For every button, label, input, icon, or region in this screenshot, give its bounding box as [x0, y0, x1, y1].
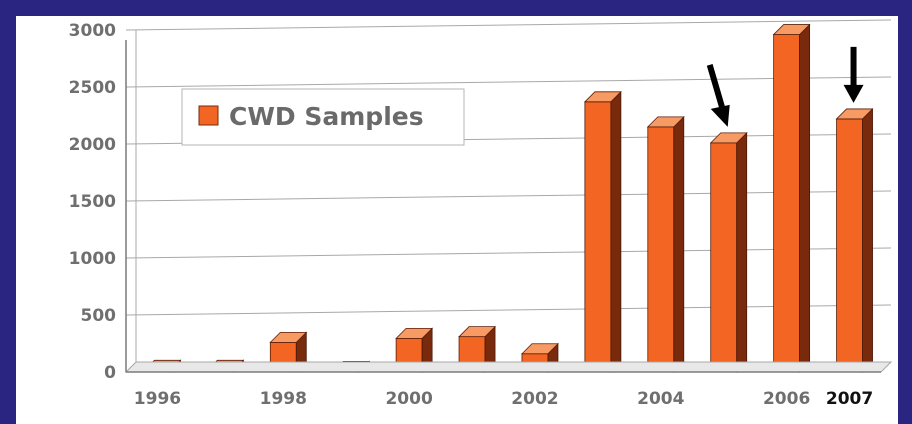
bar-2006 — [772, 23, 811, 373]
legend: CWD Samples — [181, 88, 465, 146]
y-tick-label: 2000 — [69, 135, 116, 155]
y-tick-label: 1500 — [69, 192, 116, 212]
annotations — [706, 46, 864, 127]
floor — [124, 361, 893, 373]
grid-line — [125, 19, 892, 31]
bars — [143, 23, 874, 373]
y-tick-label: 1000 — [69, 249, 116, 269]
x-tick-label: 1996 — [134, 389, 181, 409]
axes — [124, 30, 893, 373]
x-axis-ticks: 1996 1998 2000 2002 2004 2006 2007 — [134, 389, 873, 409]
x-tick-label: 2004 — [637, 389, 684, 409]
x-tick-label: 2006 — [763, 389, 810, 409]
x-tick-label: 2000 — [385, 389, 432, 409]
grid-line — [125, 247, 892, 259]
bar-2005 — [709, 131, 748, 373]
y-tick-label: 3000 — [69, 21, 116, 41]
grid-line — [125, 304, 892, 316]
bar-2003 — [583, 90, 622, 373]
y-tick-label: 0 — [104, 363, 116, 383]
chart-panel: 0 500 1000 1500 2000 2500 3000 1996 1998 2000 200… — [16, 16, 898, 424]
x-tick-label: 1998 — [260, 389, 307, 409]
y-tick-label: 500 — [81, 306, 117, 326]
legend-swatch — [198, 105, 219, 126]
bar-chart: 0 500 1000 1500 2000 2500 3000 1996 1998 2000 200… — [69, 19, 893, 409]
y-axis-ticks: 0 500 1000 1500 2000 2500 3000 — [69, 21, 116, 383]
x-tick-label: 2007 — [826, 389, 873, 409]
grid-line — [125, 76, 892, 88]
bar-2004 — [646, 115, 685, 373]
legend-label: CWD Samples — [229, 102, 424, 131]
legend-box — [181, 88, 465, 146]
bar-2007 — [835, 107, 874, 373]
y-tick-label: 2500 — [69, 78, 116, 98]
x-tick-label: 2002 — [511, 389, 558, 409]
arrow-annotation-2007 — [843, 46, 864, 103]
grid-line — [125, 190, 892, 202]
arrow-annotation-2005 — [706, 64, 730, 127]
